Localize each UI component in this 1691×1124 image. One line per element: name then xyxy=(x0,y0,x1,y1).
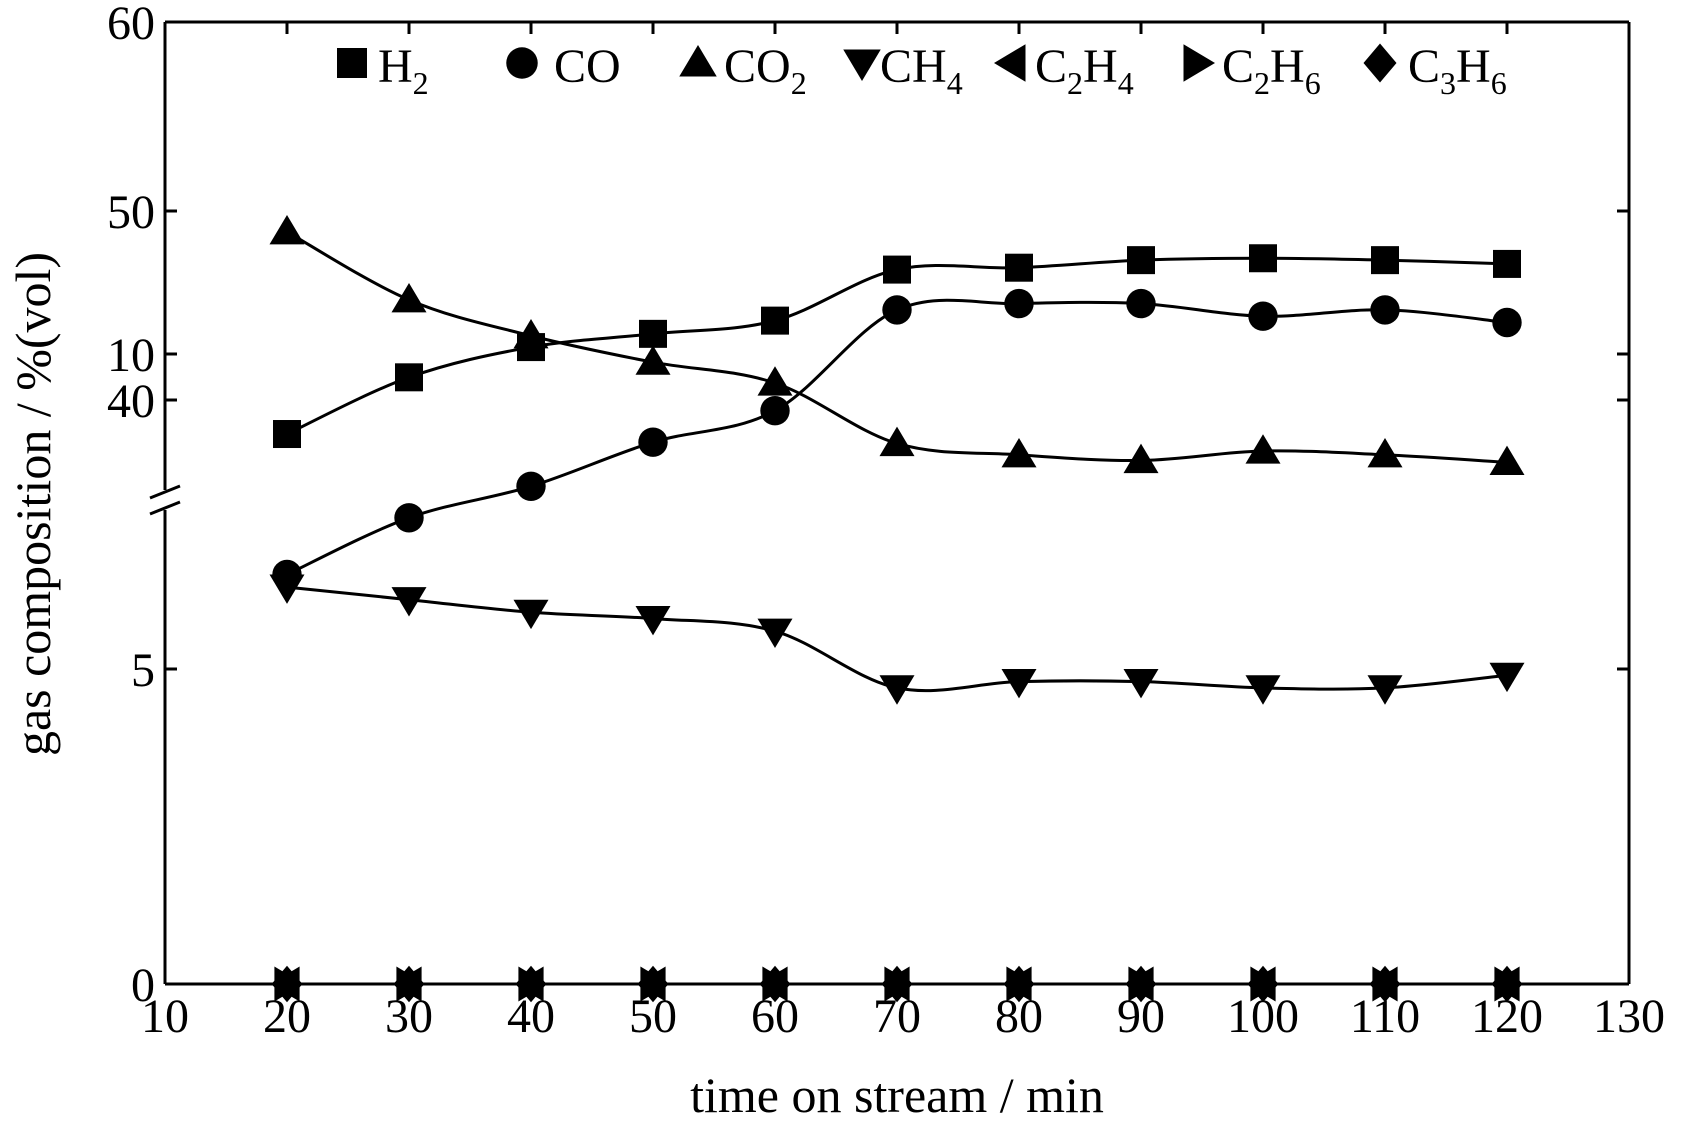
data-point-ch4 xyxy=(879,675,915,705)
legend-marker-c2h4 xyxy=(994,44,1026,82)
legend-label-ch4: CH4 xyxy=(880,40,963,101)
series-line-h2 xyxy=(286,256,1508,436)
data-point-c3h6 xyxy=(271,965,303,1003)
data-point-ch4 xyxy=(635,606,671,636)
legend-entry-ch4: CH4 xyxy=(843,40,963,101)
data-point-co xyxy=(638,427,668,457)
data-point-co2 xyxy=(1123,443,1159,474)
legend-entry-h2: H2 xyxy=(337,40,429,101)
series-h2 xyxy=(273,244,1521,449)
data-point-c3h6 xyxy=(759,965,791,1003)
series-ch4 xyxy=(269,574,1525,705)
data-point-co2 xyxy=(391,283,427,313)
series-co2 xyxy=(269,214,1525,475)
plot-frame xyxy=(149,20,1631,986)
legend-label-c3h6: C3H6 xyxy=(1408,40,1507,101)
x-tick-label: 130 xyxy=(1593,990,1665,1043)
data-point-c3h6 xyxy=(1491,965,1523,1003)
series-line-ch4 xyxy=(286,585,1508,693)
series-layer xyxy=(269,214,1525,1003)
data-point-co2 xyxy=(1489,445,1525,475)
data-point-co2 xyxy=(1001,438,1037,468)
legend-label-co: CO xyxy=(554,40,621,93)
axis-break-mark-upper xyxy=(149,484,181,500)
legend-entry-c2h6: C2H6 xyxy=(1183,40,1321,101)
data-point-ch4 xyxy=(513,599,549,630)
legend-label-c2h6: C2H6 xyxy=(1222,40,1321,101)
data-point-co xyxy=(1248,301,1278,331)
data-point-ch4 xyxy=(1245,675,1281,705)
legend-label-h2: H2 xyxy=(378,40,429,101)
x-tick-label: 10 xyxy=(141,990,189,1043)
data-point-h2 xyxy=(395,363,423,392)
data-point-h2 xyxy=(761,306,789,335)
data-point-ch4 xyxy=(1489,662,1525,693)
data-point-co xyxy=(882,295,912,325)
x-axis-ticks: 10 20 30 40 50 60 70 80 90 100 110 120 130 xyxy=(141,22,1665,1043)
data-point-ch4 xyxy=(269,574,305,604)
legend-marker-co2 xyxy=(679,45,717,77)
y-tick-label: 40 xyxy=(107,375,155,428)
data-point-c3h6 xyxy=(393,965,425,1003)
data-point-h2 xyxy=(1005,253,1033,282)
legend-entry-co: CO xyxy=(506,40,621,93)
legend-marker-co xyxy=(506,47,538,79)
data-point-ch4 xyxy=(1123,669,1159,699)
legend-entry-c2h4: C2H4 xyxy=(994,40,1134,101)
legend-entry-co2: CO2 xyxy=(679,40,807,101)
data-point-h2 xyxy=(883,255,911,284)
data-point-co2 xyxy=(1367,438,1403,468)
data-point-co xyxy=(1492,307,1522,338)
data-point-co xyxy=(760,396,790,426)
y-axis-label: gas composition / %(vol) xyxy=(5,252,61,756)
series-c3h6 xyxy=(271,965,1523,1003)
data-point-co2 xyxy=(513,318,549,349)
data-point-co xyxy=(516,471,546,501)
data-point-co2 xyxy=(269,214,305,245)
y-tick-label: 60 xyxy=(107,0,155,50)
legend-marker-h2 xyxy=(337,48,367,78)
data-point-h2 xyxy=(639,319,667,348)
data-point-c3h6 xyxy=(1003,965,1035,1003)
data-point-c3h6 xyxy=(1369,965,1401,1003)
data-point-c3h6 xyxy=(637,965,669,1003)
data-point-h2 xyxy=(1127,246,1155,275)
data-point-co xyxy=(1004,288,1034,319)
legend-marker-c2h6 xyxy=(1183,44,1215,82)
data-point-co2 xyxy=(1245,434,1281,464)
data-point-co2 xyxy=(635,345,671,375)
data-point-ch4 xyxy=(757,618,793,648)
data-point-co2 xyxy=(757,366,793,396)
data-point-h2 xyxy=(273,420,301,449)
data-point-c3h6 xyxy=(881,965,913,1003)
legend: H2 CO CO2 CH4 C2H4 C2H6 C3H6 xyxy=(337,40,1507,101)
data-point-co xyxy=(394,503,424,533)
data-point-ch4 xyxy=(1367,675,1403,705)
data-point-c3h6 xyxy=(1125,965,1157,1003)
data-point-co2 xyxy=(879,426,915,457)
data-point-h2 xyxy=(1493,249,1521,278)
data-point-c3h6 xyxy=(515,965,547,1003)
data-point-ch4 xyxy=(391,587,427,617)
legend-marker-c3h6 xyxy=(1363,43,1397,83)
legend-label-co2: CO2 xyxy=(724,40,807,101)
data-point-h2 xyxy=(1249,244,1277,273)
data-point-co xyxy=(1370,295,1400,325)
y-tick-label: 5 xyxy=(131,644,155,697)
legend-entry-c3h6: C3H6 xyxy=(1363,40,1507,101)
x-axis-label: time on stream / min xyxy=(690,1067,1104,1123)
y-tick-label: 10 xyxy=(107,329,155,382)
data-point-co xyxy=(1126,288,1156,319)
series-co xyxy=(272,288,1522,590)
axis-break-mark-lower xyxy=(149,500,181,516)
y-tick-label: 50 xyxy=(107,186,155,239)
legend-marker-ch4 xyxy=(843,49,881,81)
data-point-c3h6 xyxy=(1247,965,1279,1003)
data-point-h2 xyxy=(1371,246,1399,275)
legend-label-c2h4: C2H4 xyxy=(1035,40,1134,101)
y-tick-label: 0 xyxy=(131,959,155,1012)
data-point-ch4 xyxy=(1001,669,1037,699)
